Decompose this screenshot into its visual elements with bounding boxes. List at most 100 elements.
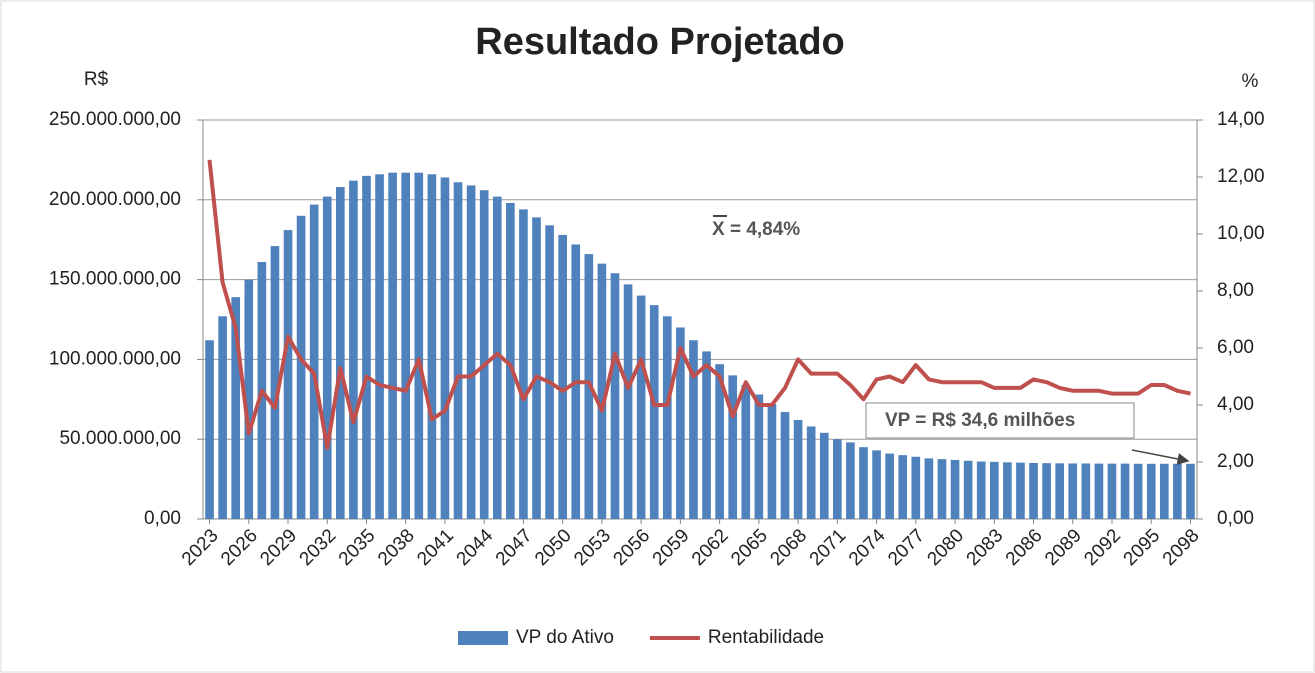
bar: [649, 305, 659, 519]
y2-tick-label: 8,00: [1217, 280, 1254, 301]
chart-title: Resultado Projetado: [475, 21, 845, 63]
bar: [309, 204, 319, 519]
bar: [1003, 462, 1012, 519]
mean-annotation: X = 4,84%: [712, 219, 800, 240]
bar: [336, 187, 345, 520]
bar: [349, 180, 358, 519]
bar: [322, 196, 332, 519]
bar: [976, 461, 986, 519]
bar: [989, 461, 999, 519]
legend-swatch: [458, 631, 508, 645]
bar: [597, 263, 607, 519]
bar: [819, 432, 829, 519]
bar: [1120, 463, 1130, 519]
bar: [715, 364, 724, 519]
bar: [872, 450, 881, 519]
bar: [846, 442, 855, 519]
y2-tick-label: 10,00: [1217, 223, 1265, 244]
bar: [545, 225, 554, 519]
bar: [1016, 462, 1025, 519]
bar: [767, 404, 777, 519]
bar: [1068, 463, 1078, 519]
bar: [492, 196, 502, 519]
bar: [479, 190, 489, 519]
y2-tick-label: 14,00: [1217, 109, 1265, 130]
bar: [466, 185, 476, 519]
y-tick-label: 250.000.000,00: [49, 109, 181, 130]
bar: [963, 460, 973, 519]
legend-label: VP do Ativo: [516, 627, 614, 648]
bar: [283, 230, 293, 519]
y2-tick-label: 12,00: [1217, 166, 1265, 187]
y2-tick-label: 6,00: [1217, 337, 1254, 358]
bar: [898, 455, 908, 519]
bar: [937, 459, 947, 519]
bar: [558, 234, 567, 520]
y-axis-label: R$: [84, 69, 109, 90]
bar: [1081, 463, 1091, 519]
y2-tick-label: 2,00: [1217, 451, 1254, 472]
bar: [427, 174, 437, 519]
bar: [911, 456, 921, 519]
bar: [676, 327, 685, 519]
bar: [218, 316, 227, 519]
bar: [610, 273, 620, 519]
bar: [388, 172, 397, 519]
bar: [950, 459, 960, 519]
bar: [1186, 463, 1195, 519]
bar: [1159, 463, 1169, 519]
y2-tick-label: 0,00: [1217, 508, 1254, 529]
bar: [362, 175, 371, 520]
y2-axis-label: %: [1242, 71, 1259, 92]
bar: [1055, 463, 1064, 519]
y-tick-label: 50.000.000,00: [59, 428, 181, 449]
annotation-box: [865, 402, 1135, 439]
bar: [453, 182, 463, 519]
bar: [401, 172, 411, 519]
bar: [859, 447, 868, 519]
bar: [662, 316, 672, 519]
bar: [1173, 463, 1182, 519]
bar: [702, 351, 711, 519]
bar: [806, 426, 816, 519]
bar: [885, 453, 894, 519]
bar: [1029, 462, 1038, 519]
y-tick-label: 200.000.000,00: [49, 189, 181, 210]
bar: [1094, 463, 1104, 519]
bar: [636, 295, 646, 519]
bar: [440, 177, 450, 519]
bar: [924, 458, 934, 519]
y-tick-label: 100.000.000,00: [49, 348, 181, 369]
bar: [1042, 463, 1051, 519]
bar: [244, 279, 254, 519]
annotation-arrow: [1131, 449, 1190, 465]
bar: [270, 246, 280, 520]
bar: [754, 394, 764, 519]
vp-annotation: VP = R$ 34,6 milhões: [885, 410, 1075, 431]
bar: [1133, 463, 1143, 519]
bar: [1107, 463, 1117, 519]
bar: [793, 420, 803, 519]
y2-tick-label: 4,00: [1217, 394, 1254, 415]
legend-label: Rentabilidade: [708, 627, 824, 648]
bar: [414, 172, 424, 519]
bar: [780, 412, 790, 519]
bar: [375, 174, 384, 519]
bar: [205, 340, 214, 519]
line: [207, 159, 1191, 450]
bar: [1146, 463, 1156, 519]
bar: [623, 284, 633, 519]
bar: [741, 384, 751, 519]
bar: [689, 340, 698, 519]
y-tick-label: 0,00: [144, 508, 181, 529]
bar: [506, 202, 515, 519]
bar: [833, 439, 842, 519]
bar: [728, 375, 738, 519]
bar: [532, 217, 541, 519]
bar: [519, 209, 528, 519]
bar: [231, 297, 241, 519]
bar: [296, 215, 306, 519]
y-tick-label: 150.000.000,00: [49, 269, 181, 290]
